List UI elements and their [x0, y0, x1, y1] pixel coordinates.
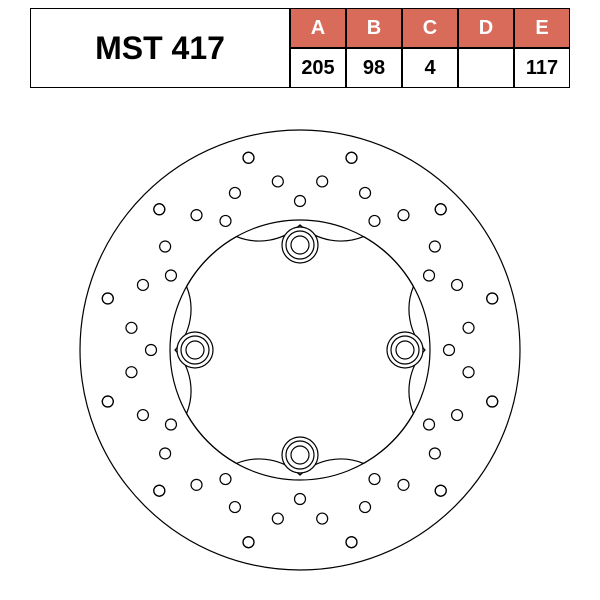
- spec-value-row: 205984 117: [290, 48, 570, 88]
- spec-value-E: 117: [514, 48, 570, 88]
- spec-header-row: ABCDE: [290, 8, 570, 48]
- disc-diagram: [0, 100, 600, 600]
- spec-value-C: 4: [402, 48, 458, 88]
- part-title: MST 417: [30, 8, 290, 88]
- spec-value-A: 205: [290, 48, 346, 88]
- brake-disc-svg: [0, 100, 600, 600]
- spec-header-B: B: [346, 8, 402, 48]
- spec-header-A: A: [290, 8, 346, 48]
- spec-table-container: MST 417 ABCDE 205984 117: [30, 8, 570, 88]
- spec-value-D: [458, 48, 514, 88]
- spec-table: ABCDE 205984 117: [290, 8, 570, 88]
- spec-header-C: C: [402, 8, 458, 48]
- spec-header-E: E: [514, 8, 570, 48]
- spec-value-B: 98: [346, 48, 402, 88]
- spec-header-D: D: [458, 8, 514, 48]
